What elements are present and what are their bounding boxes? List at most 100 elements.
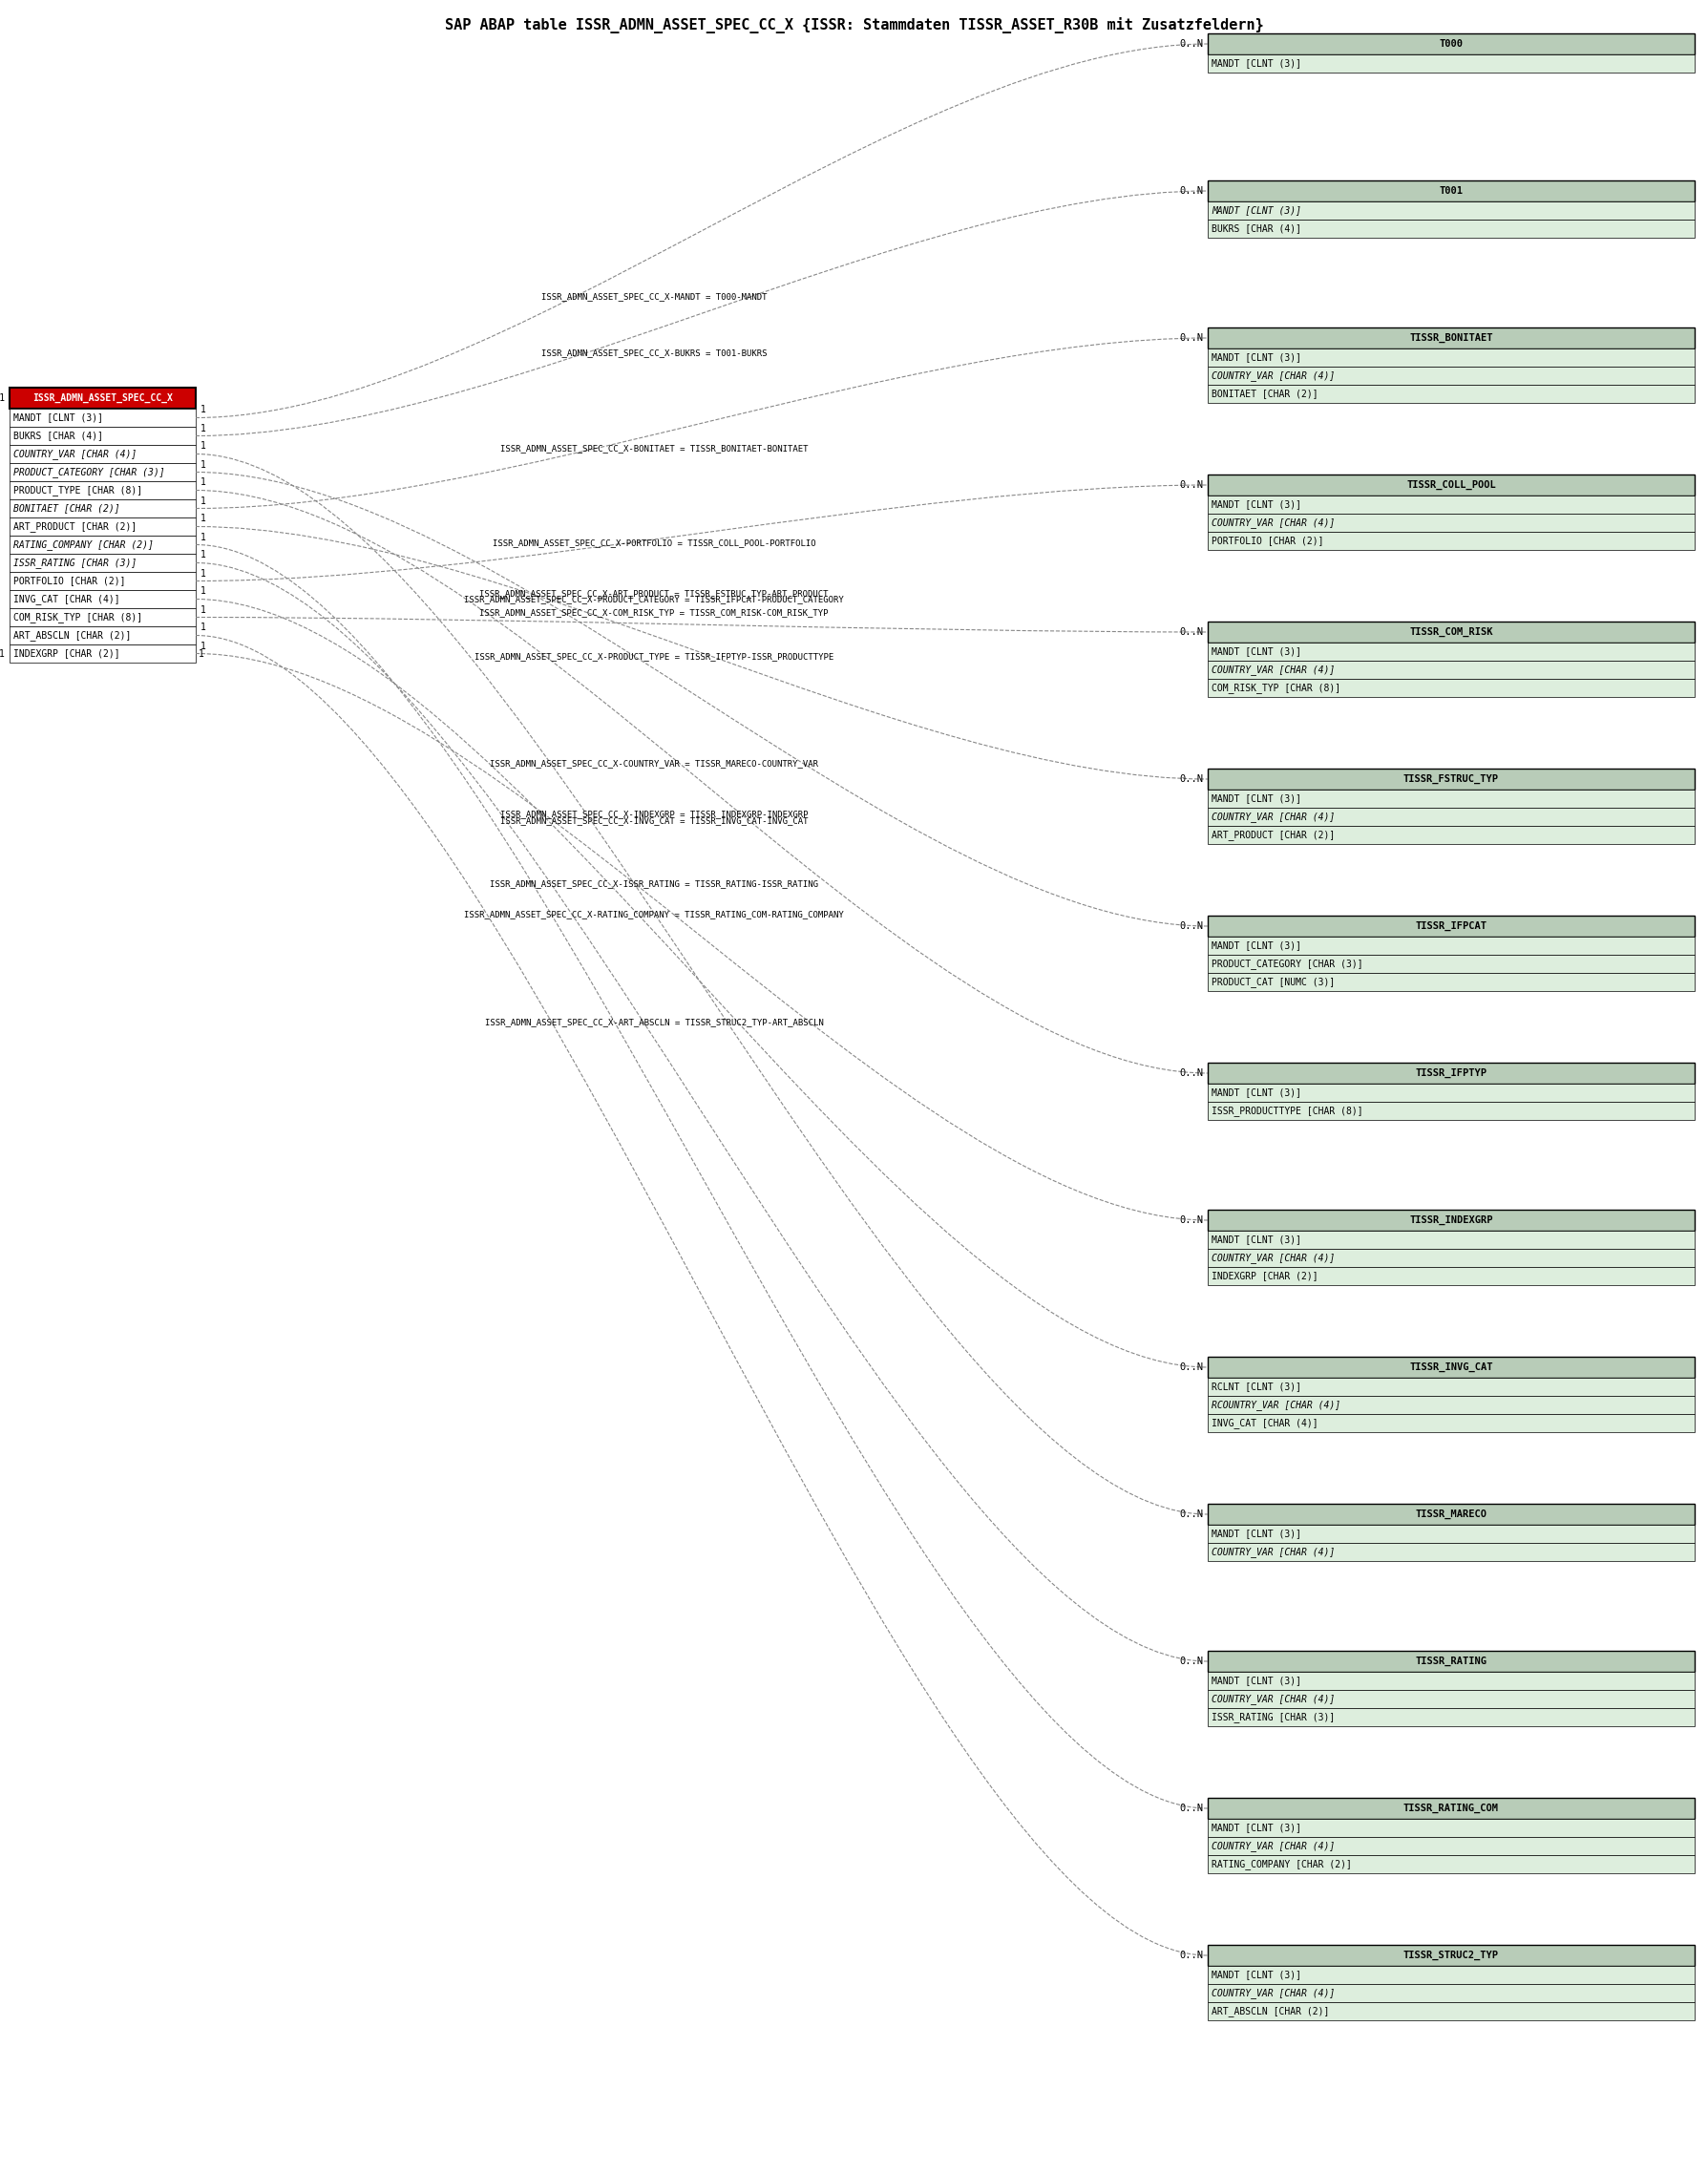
FancyBboxPatch shape	[10, 554, 196, 572]
Text: 0..N: 0..N	[1179, 1363, 1202, 1372]
Text: COUNTRY_VAR [CHAR (4)]: COUNTRY_VAR [CHAR (4)]	[1211, 1987, 1336, 1998]
FancyBboxPatch shape	[1208, 974, 1694, 991]
FancyBboxPatch shape	[1208, 474, 1694, 496]
FancyBboxPatch shape	[1208, 1946, 1694, 1965]
Text: 1: 1	[200, 404, 207, 415]
FancyBboxPatch shape	[1208, 826, 1694, 844]
Text: 1: 1	[200, 459, 207, 470]
Text: MANDT [CLNT (3)]: MANDT [CLNT (3)]	[1211, 1528, 1301, 1539]
FancyBboxPatch shape	[1208, 220, 1694, 237]
Text: ISSR_ADMN_ASSET_SPEC_CC_X-BONITAET = TISSR_BONITAET-BONITAET: ISSR_ADMN_ASSET_SPEC_CC_X-BONITAET = TIS…	[500, 443, 808, 452]
Text: T000: T000	[1440, 39, 1464, 48]
FancyBboxPatch shape	[1208, 1524, 1694, 1544]
Text: RCOUNTRY_VAR [CHAR (4)]: RCOUNTRY_VAR [CHAR (4)]	[1211, 1400, 1341, 1411]
Text: ISSR_ADMN_ASSET_SPEC_CC_X-PORTFOLIO = TISSR_COLL_POOL-PORTFOLIO: ISSR_ADMN_ASSET_SPEC_CC_X-PORTFOLIO = TI…	[492, 539, 816, 548]
FancyBboxPatch shape	[10, 426, 196, 446]
FancyBboxPatch shape	[10, 500, 196, 517]
Text: ISSR_ADMN_ASSET_SPEC_CC_X-BUKRS = T001-BUKRS: ISSR_ADMN_ASSET_SPEC_CC_X-BUKRS = T001-B…	[541, 350, 767, 357]
Text: ISSR_ADMN_ASSET_SPEC_CC_X-PRODUCT_TYPE = TISSR_IFPTYP-ISSR_PRODUCTTYPE: ISSR_ADMN_ASSET_SPEC_CC_X-PRODUCT_TYPE =…	[475, 652, 834, 661]
FancyBboxPatch shape	[1208, 915, 1694, 937]
Text: PRODUCT_TYPE [CHAR (8)]: PRODUCT_TYPE [CHAR (8)]	[14, 485, 142, 496]
Text: COM_RISK_TYP [CHAR (8)]: COM_RISK_TYP [CHAR (8)]	[1211, 683, 1341, 694]
Text: MANDT [CLNT (3)]: MANDT [CLNT (3)]	[1211, 1676, 1301, 1685]
Text: ISSR_ADMN_ASSET_SPEC_CC_X-ART_ABSCLN = TISSR_STRUC2_TYP-ART_ABSCLN: ISSR_ADMN_ASSET_SPEC_CC_X-ART_ABSCLN = T…	[485, 1017, 823, 1026]
FancyBboxPatch shape	[1208, 622, 1694, 644]
Text: 0..N: 0..N	[1179, 480, 1202, 489]
FancyBboxPatch shape	[1208, 789, 1694, 809]
FancyBboxPatch shape	[1208, 644, 1694, 661]
FancyBboxPatch shape	[1208, 202, 1694, 220]
Text: TISSR_COLL_POOL: TISSR_COLL_POOL	[1406, 480, 1496, 489]
Text: BONITAET [CHAR (2)]: BONITAET [CHAR (2)]	[14, 504, 120, 513]
Text: TISSR_STRUC2_TYP: TISSR_STRUC2_TYP	[1404, 1950, 1500, 1961]
FancyBboxPatch shape	[10, 572, 196, 589]
Text: RATING_COMPANY [CHAR (2)]: RATING_COMPANY [CHAR (2)]	[14, 539, 154, 550]
Text: 1: 1	[200, 570, 207, 578]
Text: MANDT [CLNT (3)]: MANDT [CLNT (3)]	[1211, 1087, 1301, 1098]
FancyBboxPatch shape	[1208, 1063, 1694, 1083]
Text: 1..1  1: 1..1 1	[0, 393, 5, 402]
Text: 1: 1	[200, 641, 207, 650]
Text: 0..N: 0..N	[1179, 187, 1202, 196]
Text: RATING_COMPANY [CHAR (2)]: RATING_COMPANY [CHAR (2)]	[1211, 1859, 1351, 1870]
Text: 1: 1	[0, 648, 5, 659]
Text: ISSR_ADMN_ASSET_SPEC_CC_X-INDEXGRP = TISSR_INDEXGRP-INDEXGRP: ISSR_ADMN_ASSET_SPEC_CC_X-INDEXGRP = TIS…	[500, 811, 808, 820]
Text: COUNTRY_VAR [CHAR (4)]: COUNTRY_VAR [CHAR (4)]	[1211, 1841, 1336, 1852]
Text: ISSR_RATING [CHAR (3)]: ISSR_RATING [CHAR (3)]	[14, 557, 137, 567]
Text: MANDT [CLNT (3)]: MANDT [CLNT (3)]	[1211, 59, 1301, 67]
FancyBboxPatch shape	[1208, 1083, 1694, 1102]
FancyBboxPatch shape	[1208, 1689, 1694, 1709]
Text: COUNTRY_VAR [CHAR (4)]: COUNTRY_VAR [CHAR (4)]	[1211, 1546, 1336, 1557]
FancyBboxPatch shape	[1208, 385, 1694, 402]
Text: PORTFOLIO [CHAR (2)]: PORTFOLIO [CHAR (2)]	[14, 576, 126, 585]
Text: INDEXGRP [CHAR (2)]: INDEXGRP [CHAR (2)]	[1211, 1272, 1319, 1280]
Text: ISSR_ADMN_ASSET_SPEC_CC_X-RATING_COMPANY = TISSR_RATING_COM-RATING_COMPANY: ISSR_ADMN_ASSET_SPEC_CC_X-RATING_COMPANY…	[465, 911, 844, 920]
FancyBboxPatch shape	[1208, 1102, 1694, 1120]
FancyBboxPatch shape	[10, 409, 196, 426]
Text: MANDT [CLNT (3)]: MANDT [CLNT (3)]	[1211, 207, 1301, 215]
FancyBboxPatch shape	[1208, 1378, 1694, 1396]
Text: TISSR_COM_RISK: TISSR_COM_RISK	[1409, 626, 1493, 637]
FancyBboxPatch shape	[10, 644, 196, 663]
FancyBboxPatch shape	[1208, 2002, 1694, 2020]
Text: ART_PRODUCT [CHAR (2)]: ART_PRODUCT [CHAR (2)]	[14, 522, 137, 533]
Text: 1: 1	[200, 513, 207, 524]
Text: COUNTRY_VAR [CHAR (4)]: COUNTRY_VAR [CHAR (4)]	[1211, 811, 1336, 822]
FancyBboxPatch shape	[1208, 1413, 1694, 1433]
FancyBboxPatch shape	[1208, 1837, 1694, 1854]
FancyBboxPatch shape	[1208, 180, 1694, 202]
FancyBboxPatch shape	[1208, 1504, 1694, 1524]
Text: TISSR_RATING: TISSR_RATING	[1416, 1657, 1488, 1665]
Text: TISSR_MARECO: TISSR_MARECO	[1416, 1509, 1488, 1520]
FancyBboxPatch shape	[10, 387, 196, 409]
Text: ISSR_ADMN_ASSET_SPEC_CC_X-ISSR_RATING = TISSR_RATING-ISSR_RATING: ISSR_ADMN_ASSET_SPEC_CC_X-ISSR_RATING = …	[490, 878, 818, 887]
Text: COUNTRY_VAR [CHAR (4)]: COUNTRY_VAR [CHAR (4)]	[1211, 1694, 1336, 1704]
FancyBboxPatch shape	[1208, 678, 1694, 698]
Text: 0..N: 0..N	[1179, 333, 1202, 343]
Text: ART_ABSCLN [CHAR (2)]: ART_ABSCLN [CHAR (2)]	[14, 630, 132, 641]
Text: 0..N: 0..N	[1179, 1509, 1202, 1520]
Text: ISSR_ADMN_ASSET_SPEC_CC_X-COM_RISK_TYP = TISSR_COM_RISK-COM_RISK_TYP: ISSR_ADMN_ASSET_SPEC_CC_X-COM_RISK_TYP =…	[480, 609, 828, 617]
FancyBboxPatch shape	[1208, 661, 1694, 678]
Text: TISSR_IFPTYP: TISSR_IFPTYP	[1416, 1067, 1488, 1078]
FancyBboxPatch shape	[10, 535, 196, 554]
FancyBboxPatch shape	[1208, 328, 1694, 348]
FancyBboxPatch shape	[1208, 1985, 1694, 2002]
Text: 0..N: 0..N	[1179, 1804, 1202, 1813]
Text: 0..N: 0..N	[1179, 922, 1202, 930]
FancyBboxPatch shape	[1208, 1248, 1694, 1267]
Text: ISSR_ADMN_ASSET_SPEC_CC_X: ISSR_ADMN_ASSET_SPEC_CC_X	[32, 393, 173, 402]
Text: 0..N: 0..N	[1179, 1950, 1202, 1961]
Text: TISSR_IFPCAT: TISSR_IFPCAT	[1416, 922, 1488, 930]
Text: COUNTRY_VAR [CHAR (4)]: COUNTRY_VAR [CHAR (4)]	[1211, 665, 1336, 674]
Text: ISSR_ADMN_ASSET_SPEC_CC_X-INVG_CAT = TISSR_INVG_CAT-INVG_CAT: ISSR_ADMN_ASSET_SPEC_CC_X-INVG_CAT = TIS…	[500, 815, 808, 824]
Text: 1: 1	[200, 604, 207, 615]
Text: MANDT [CLNT (3)]: MANDT [CLNT (3)]	[1211, 648, 1301, 657]
Text: INVG_CAT [CHAR (4)]: INVG_CAT [CHAR (4)]	[1211, 1417, 1319, 1428]
Text: BUKRS [CHAR (4)]: BUKRS [CHAR (4)]	[1211, 224, 1301, 233]
Text: PRODUCT_CATEGORY [CHAR (3)]: PRODUCT_CATEGORY [CHAR (3)]	[14, 467, 164, 478]
Text: 0..N: 0..N	[1179, 774, 1202, 785]
Text: ISSR_ADMN_ASSET_SPEC_CC_X-MANDT = T000-MANDT: ISSR_ADMN_ASSET_SPEC_CC_X-MANDT = T000-M…	[541, 291, 767, 300]
Text: MANDT [CLNT (3)]: MANDT [CLNT (3)]	[1211, 352, 1301, 363]
FancyBboxPatch shape	[1208, 513, 1694, 533]
